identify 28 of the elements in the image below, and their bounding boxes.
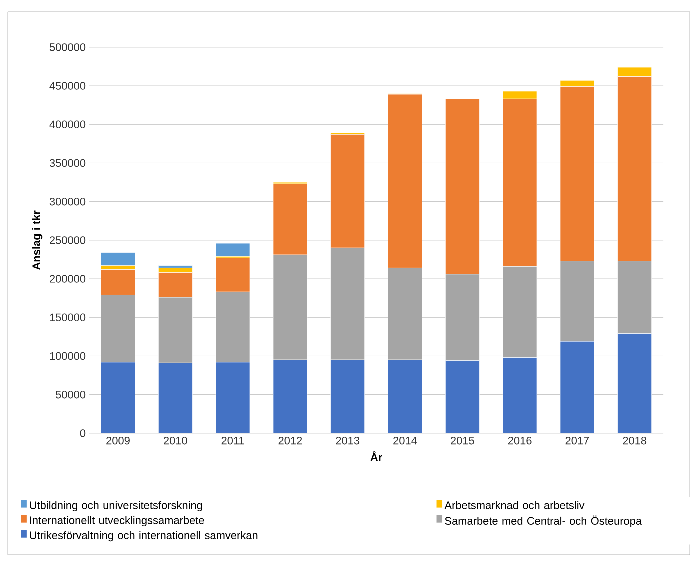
x-axis-title: År bbox=[370, 452, 382, 462]
y-axis-title: Anslag i tkr bbox=[32, 210, 43, 270]
x-tick-label: 2016 bbox=[508, 436, 532, 445]
x-tick-label: 2011 bbox=[222, 436, 244, 445]
y-tick-label: 50000 bbox=[56, 390, 86, 399]
x-tick-label: 2009 bbox=[106, 436, 130, 445]
x-tick-label: 2017 bbox=[566, 436, 590, 445]
y-tick-label: 500000 bbox=[50, 44, 86, 52]
y-tick-label: 150000 bbox=[50, 314, 86, 322]
y-tick-label: 400000 bbox=[50, 120, 86, 129]
x-tick-label: 2013 bbox=[336, 436, 360, 445]
legend-label: Utbildning och universitetsforskning bbox=[30, 501, 202, 512]
x-tick-label: 2015 bbox=[451, 436, 474, 445]
legend-label: Utrikesförvaltning och internationell samverkan bbox=[30, 531, 258, 542]
x-tick-label: 2014 bbox=[394, 436, 418, 445]
y-tick-label: 350000 bbox=[50, 159, 86, 168]
legend-label: Samarbete med Central- och Östeuropa bbox=[445, 516, 642, 528]
y-tick-label: 450000 bbox=[50, 82, 86, 90]
x-tick-label: 2010 bbox=[164, 436, 188, 445]
y-tick-label: 100000 bbox=[50, 352, 86, 360]
legend-label: Arbetsmarknad och arbetsliv bbox=[444, 501, 585, 510]
y-tick-label: 300000 bbox=[50, 198, 86, 206]
legend-label: Internationellt utvecklingssamarbete bbox=[30, 516, 204, 527]
y-tick-label: 250000 bbox=[50, 236, 86, 244]
x-tick-label: 2018 bbox=[623, 436, 647, 445]
y-tick-label: 0 bbox=[80, 430, 86, 438]
x-tick-label: 2012 bbox=[278, 436, 302, 445]
y-tick-label: 200000 bbox=[50, 275, 86, 283]
